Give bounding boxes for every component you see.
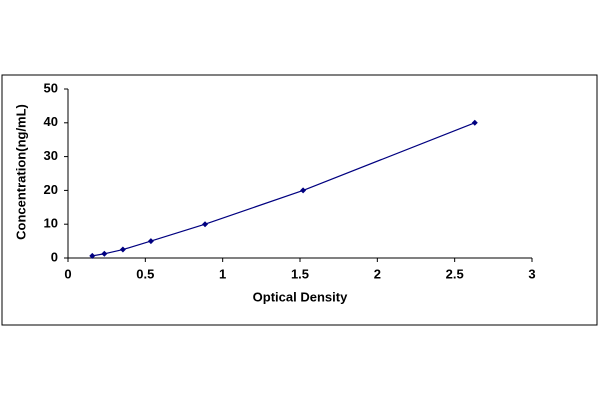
x-tick-label: 1.5 [291, 266, 309, 281]
y-tick-label: 40 [44, 114, 58, 129]
x-tick-label: 2.5 [446, 266, 464, 281]
data-point [202, 221, 209, 228]
x-tick-label: 0.5 [136, 266, 154, 281]
chart-frame [1, 74, 598, 326]
y-tick-label: 0 [51, 249, 58, 264]
y-tick-label: 20 [44, 182, 58, 197]
x-tick-label: 3 [528, 266, 535, 281]
y-tick-label: 30 [44, 148, 58, 163]
x-tick-label: 1 [219, 266, 226, 281]
x-axis-label: Optical Density [253, 289, 348, 304]
data-point [300, 187, 307, 194]
y-tick-label: 50 [44, 80, 58, 95]
y-axis-label: Concentration(ng/mL) [13, 104, 28, 240]
x-tick-label: 2 [374, 266, 381, 281]
data-point [471, 119, 478, 126]
data-point [101, 250, 108, 257]
data-point [147, 238, 154, 245]
y-tick-label: 10 [44, 216, 58, 231]
data-point [89, 252, 96, 259]
x-tick-label: 0 [64, 266, 71, 281]
data-point [119, 246, 126, 253]
